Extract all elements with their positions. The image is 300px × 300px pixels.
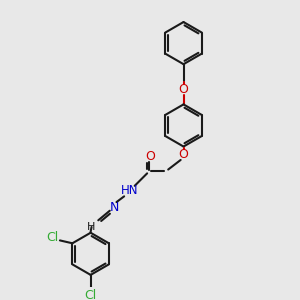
- Text: O: O: [145, 150, 155, 163]
- Text: N: N: [110, 201, 119, 214]
- Text: H: H: [86, 222, 95, 232]
- Text: Cl: Cl: [46, 231, 59, 244]
- Text: O: O: [178, 148, 188, 161]
- Text: HN: HN: [121, 184, 139, 197]
- Text: Cl: Cl: [85, 289, 97, 300]
- Text: O: O: [178, 82, 188, 96]
